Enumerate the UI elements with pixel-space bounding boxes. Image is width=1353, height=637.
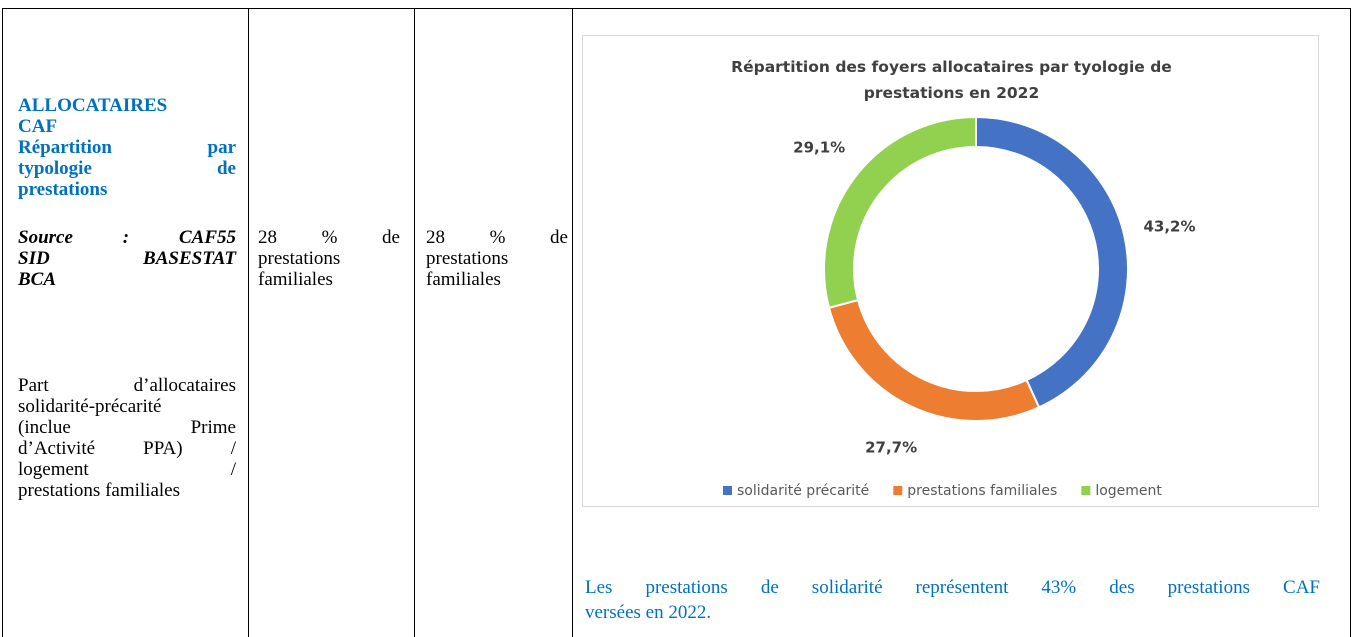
table-border — [572, 8, 573, 637]
text-line: Les prestations de solidarité représente… — [585, 577, 1320, 598]
text-line: prestations — [426, 248, 509, 269]
text-line: versées en 2022. — [585, 602, 712, 623]
table-border — [1350, 8, 1351, 637]
data-label: 29,1% — [793, 139, 845, 157]
text-line: prestations familiales — [18, 480, 180, 501]
table-border — [414, 8, 415, 637]
text-line: CAF — [18, 116, 58, 137]
data-label: 43,2% — [1143, 218, 1195, 236]
legend-swatch — [723, 486, 732, 495]
data-label: 27,7% — [865, 438, 917, 456]
chart: Répartition des foyers allocataires par … — [582, 35, 1319, 507]
legend-label: logement — [1095, 483, 1162, 499]
text-line: BCA — [18, 269, 57, 290]
text-line: familiales — [426, 269, 501, 290]
donut-slice — [823, 115, 977, 309]
text-line: ALLOCATAIRES — [18, 95, 168, 116]
chart-title: Répartition des foyers allocataires par … — [731, 58, 1172, 102]
text-line: prestations — [18, 179, 108, 200]
chart-svg: 43,2% 27,7% 29,1% solidarité précarité prest… — [723, 115, 1196, 499]
text-line: prestations — [258, 248, 341, 269]
legend-label: prestations familiales — [907, 483, 1057, 499]
table-border — [2, 8, 3, 637]
text-line: SID BASESTAT — [18, 248, 236, 269]
legend-label: solidarité précarité — [737, 483, 869, 499]
legend: solidarité précarité prestations familial… — [723, 483, 1162, 499]
table-border — [248, 8, 249, 637]
text-line: d’Activité PPA) / — [18, 438, 236, 459]
text-line: familiales — [258, 269, 333, 290]
table-border — [2, 8, 1351, 9]
text-line: (inclue Prime — [18, 417, 236, 438]
donut-slice — [975, 115, 1129, 409]
text-line: logement / — [18, 459, 236, 480]
text-line: Source : CAF55 — [18, 227, 236, 248]
legend-swatch — [893, 486, 903, 495]
text-line: typologie de — [18, 158, 236, 179]
donut-slice — [827, 298, 1041, 422]
text-line: Répartition par — [18, 137, 236, 158]
legend-swatch — [1081, 486, 1091, 495]
text-line: 28 % de — [426, 227, 568, 248]
text-line: 28 % de — [258, 227, 400, 248]
text-line: Part d’allocataires — [18, 375, 236, 396]
text-line: solidarité-précarité — [18, 396, 162, 417]
